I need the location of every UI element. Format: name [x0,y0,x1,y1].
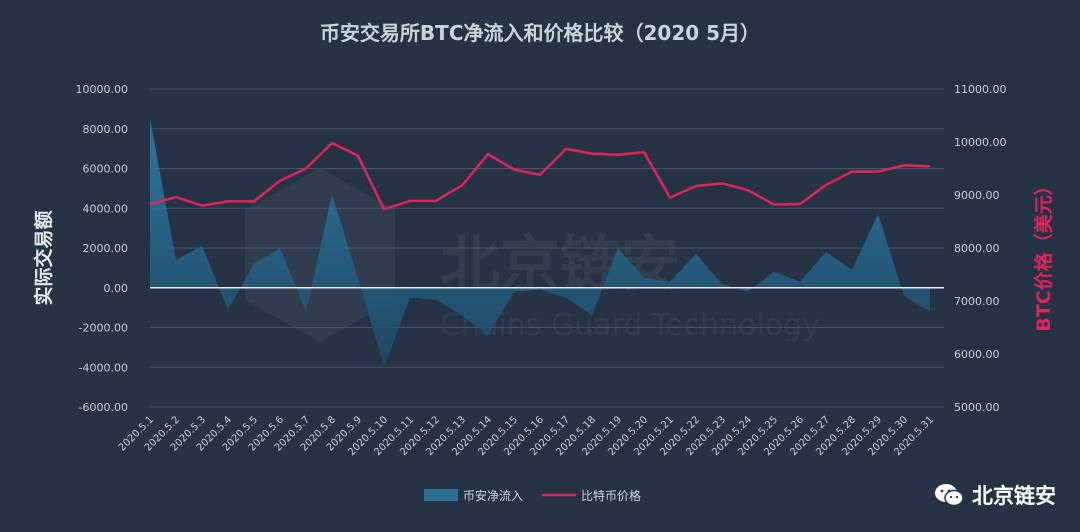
left-tick-label: 0.00 [104,282,129,295]
right-axis-ticks: 11000.00 10000.00 9000.00 8000.00 7000.00 600… [954,83,1007,414]
right-tick-label: 10000.00 [954,136,1007,149]
x-axis-ticks: 2020.5.12020.5.22020.5.32020.5.42020.5.5… [117,414,936,458]
grid-lines [150,88,944,408]
right-tick-label: 8000.00 [954,242,1000,255]
legend-area-swatch [424,489,458,501]
left-tick-label: 4000.00 [83,202,129,215]
legend-btc-price-label: 比特币价格 [581,488,641,503]
btc-price-line-layer [149,141,931,211]
left-axis-ticks: 10000.00 8000.00 6000.00 4000.00 2000.00 0.00… [76,83,129,414]
right-tick-label: 11000.00 [954,83,1007,96]
wechat-icon [935,484,964,507]
brand-name: 北京链安 [972,484,1056,508]
left-tick-label: -2000.00 [79,322,128,335]
left-tick-label: 2000.00 [83,242,129,255]
brand-badge: 北京链安 [934,480,1056,510]
chart-title: 币安交易所BTC净流入和价格比较（2020 5月） [320,21,760,45]
left-tick-label: -4000.00 [79,361,128,374]
left-tick-label: 10000.00 [76,83,129,96]
right-tick-label: 6000.00 [954,348,1000,361]
left-tick-label: -6000.00 [79,401,128,414]
legend: 币安净流入 比特币价格 [424,488,641,503]
legend-net-inflow-label: 币安净流入 [463,488,523,503]
right-tick-label: 7000.00 [954,295,1000,308]
right-tick-label: 5000.00 [954,401,1000,414]
watermark-subtext: Chains Guard Technology [440,308,820,343]
left-tick-label: 6000.00 [83,163,129,176]
right-axis-label: BTC价格（美元） [1032,176,1055,331]
btc-price-line [149,141,931,211]
right-tick-label: 9000.00 [954,189,1000,202]
left-tick-label: 8000.00 [83,123,129,136]
left-axis-label: 实际交易额 [32,210,55,305]
